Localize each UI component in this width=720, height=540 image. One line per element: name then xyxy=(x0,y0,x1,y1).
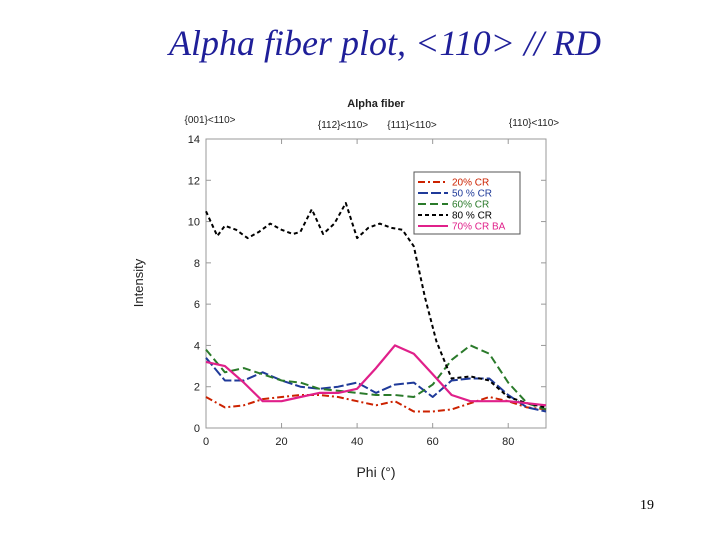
series-line-50-cr xyxy=(205,357,547,413)
y-tick-label: 2 xyxy=(194,382,200,394)
x-tick-label: 80 xyxy=(502,436,514,448)
plot-frame xyxy=(205,138,547,429)
legend-label: 60% CR xyxy=(452,200,489,211)
y-tick-label: 4 xyxy=(194,340,200,352)
orientation-annotation: {111}<110> xyxy=(387,120,437,131)
x-tick-label: 60 xyxy=(427,436,439,448)
series-line-20-cr xyxy=(205,394,547,413)
series-line-80-cr xyxy=(205,202,547,409)
x-tick-label: 40 xyxy=(351,436,363,448)
y-axis-label: Intensity xyxy=(131,258,146,307)
y-tick-label: 8 xyxy=(194,258,200,270)
y-tick-label: 0 xyxy=(194,423,200,435)
orientation-annotation: {112}<110> xyxy=(318,120,368,131)
legend-label: 80 % CR xyxy=(452,211,492,222)
chart-title: Alpha fiber xyxy=(347,98,405,110)
legend-label: 50 % CR xyxy=(452,189,492,200)
slide-title: Alpha fiber plot, <110> // RD xyxy=(169,23,601,63)
legend-label: 20% CR xyxy=(452,178,489,189)
orientation-annotation: {001}<110> xyxy=(185,115,236,126)
x-tick-label: 20 xyxy=(275,436,287,448)
y-tick-label: 14 xyxy=(188,134,200,146)
x-tick-label: 0 xyxy=(203,436,209,448)
page-number: 19 xyxy=(640,498,654,513)
y-tick-label: 6 xyxy=(194,299,200,311)
orientation-annotation: {110}<110> xyxy=(509,118,559,129)
x-axis-label: Phi (°) xyxy=(356,464,395,480)
y-tick-label: 10 xyxy=(188,217,200,229)
series-line-60-cr xyxy=(205,344,547,411)
legend-label: 70% CR BA xyxy=(452,222,506,233)
y-tick-label: 12 xyxy=(188,175,200,187)
series-line-70-cr-ba xyxy=(205,344,547,407)
